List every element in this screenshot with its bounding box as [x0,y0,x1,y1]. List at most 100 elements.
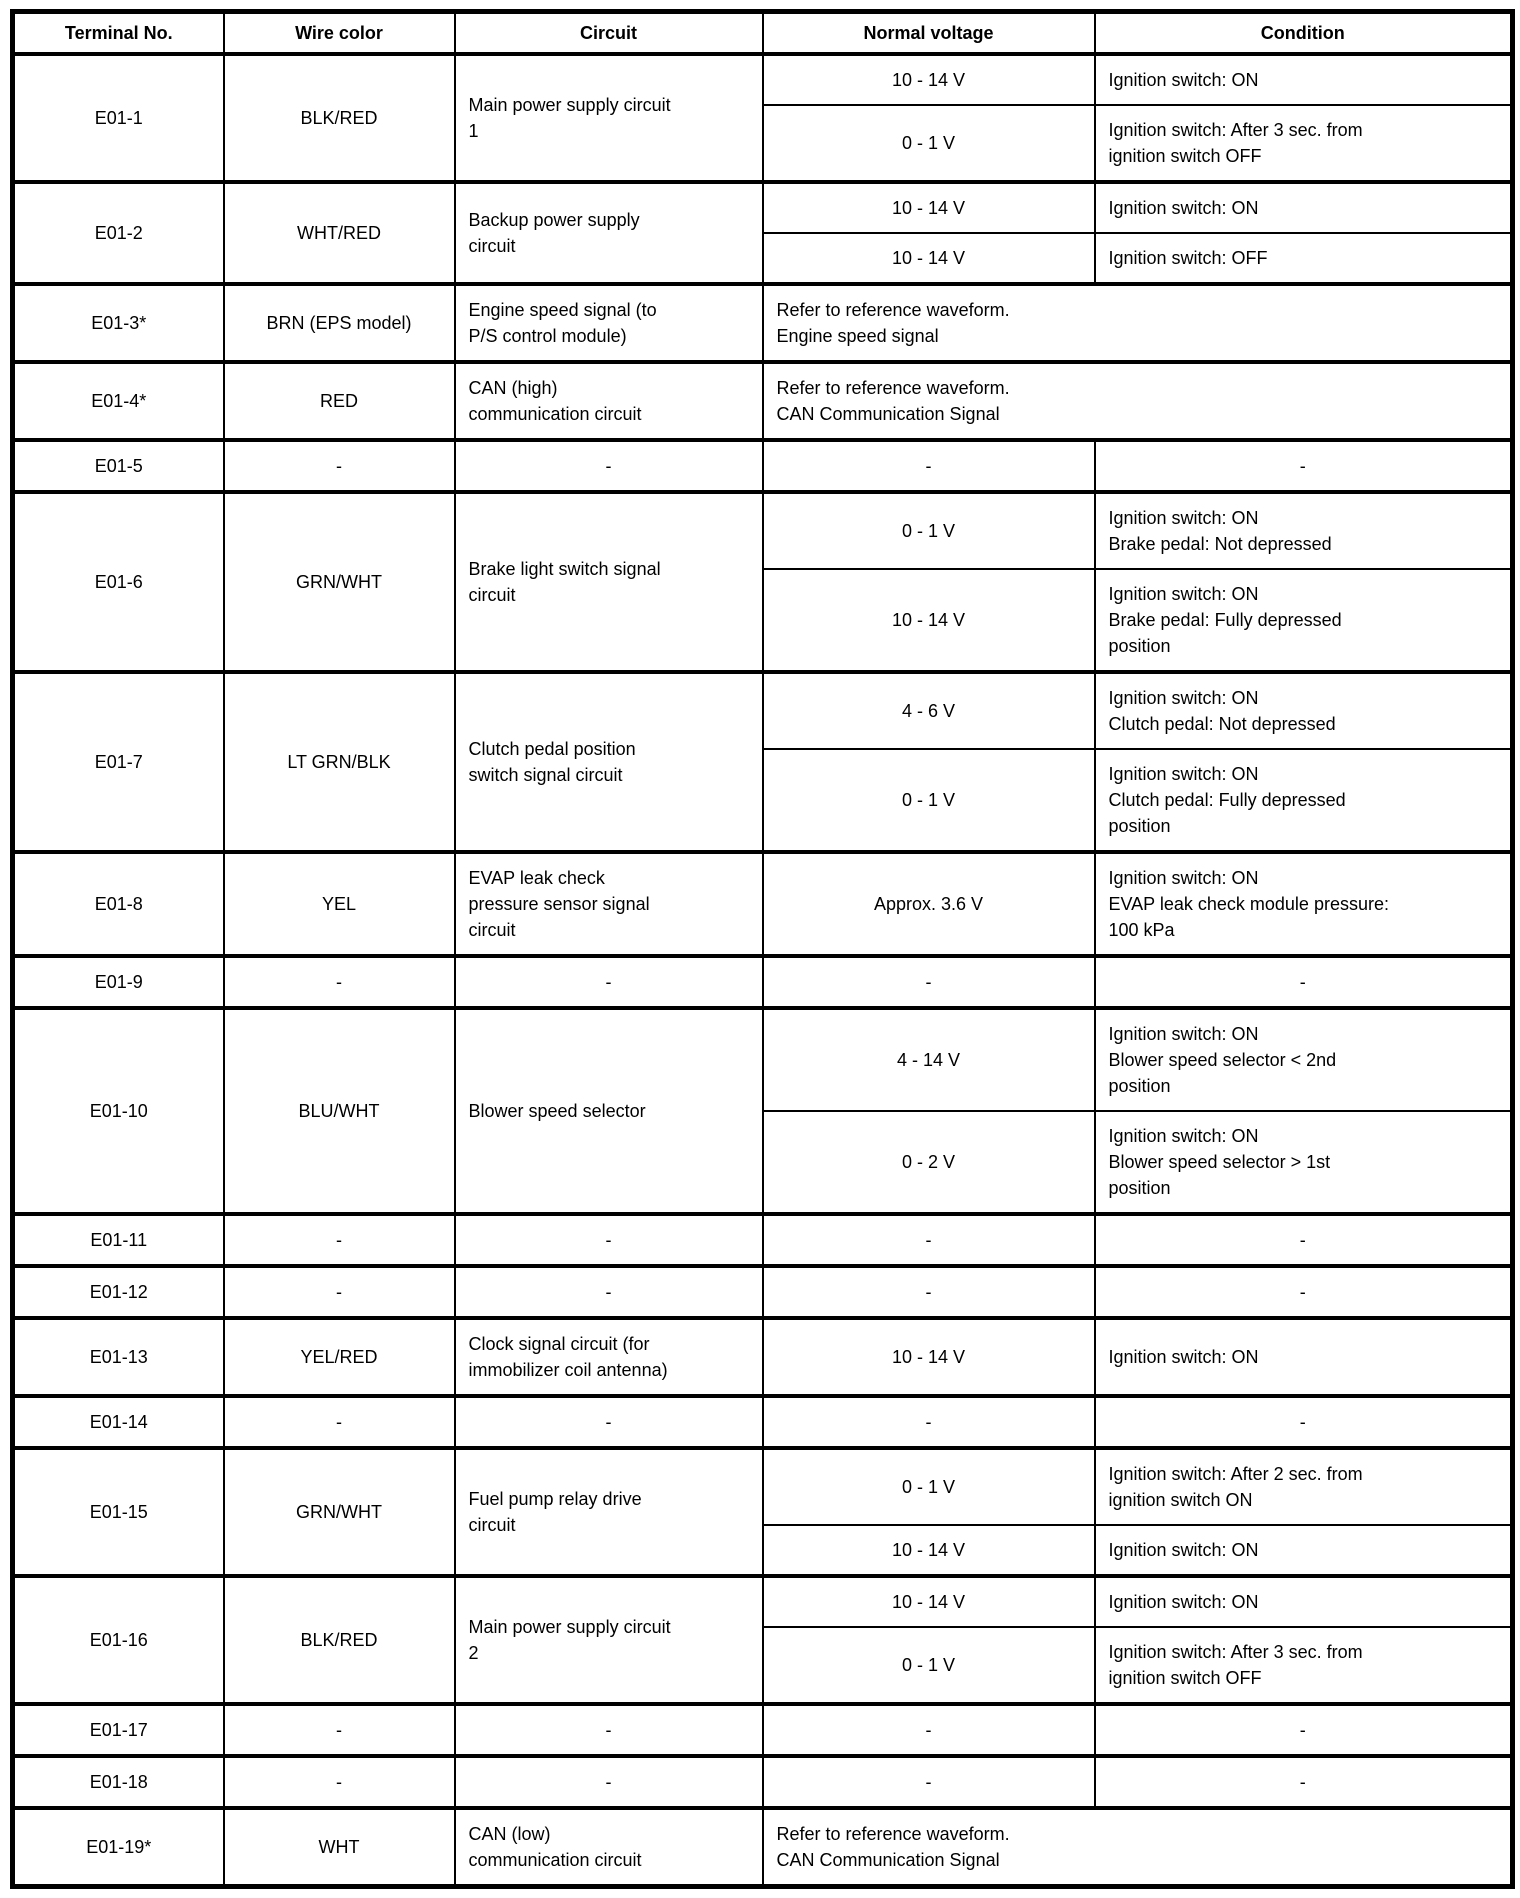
condition-cell: - [1093,953,1514,1009]
condition-cell: - [1093,1263,1514,1319]
column-header-wire-color: Wire color [222,10,456,56]
terminal-voltage-table: Terminal No. Wire color Circuit Normal volt… [10,9,1515,1889]
normal-voltage-cell: - [761,437,1096,493]
wire-color-cell: BRN (EPS model) [222,281,456,363]
wire-color-cell: GRN/WHT [222,1445,456,1577]
terminal-cell: E01-14 [11,1393,225,1449]
terminal-cell: E01-10 [11,1005,225,1215]
normal-voltage-cell: 10 - 14 V [761,179,1096,234]
column-header-normal-voltage: Normal voltage [761,10,1096,56]
circuit-cell: - [453,953,764,1009]
normal-voltage-cell: - [761,1263,1096,1319]
condition-cell: - [1093,1701,1514,1757]
condition-cell: - [1093,1753,1514,1809]
condition-cell: Ignition switch: ON Brake pedal: Not dep… [1093,489,1514,570]
condition-cell: Ignition switch: ON Brake pedal: Fully d… [1093,567,1514,673]
table-row-e01-14: E01-14- - - - [11,1393,1514,1449]
condition-cell: Ignition switch: ON [1093,1315,1514,1397]
table-row-e01-1: 0 - 1 V Ignition switch: After 3 sec. fro… [13,103,1514,183]
table-row-e01-8: E01-8 YEL EVAP leak check pressure sensor … [11,849,1514,957]
table-row-e01-2: E01-2 WHT/RED Backup power supply circuit 1… [11,179,1514,285]
wire-color-cell: - [222,437,456,493]
normal-voltage-cell: - [761,1393,1096,1449]
condition-cell: Ignition switch: After 3 sec. from ignit… [1093,103,1514,183]
table-row-e01-19: E01-19* WHT CAN (low) communication circui… [11,1805,1514,1887]
terminal-cell: E01-6 [11,489,225,673]
table-row-e01-13: E01-13 YEL/RED Clock signal circuit (for i… [11,1315,1514,1397]
normal-voltage-cell: 0 - 1 V [761,1445,1096,1526]
table-row-e01-7: 0 - 1 V Ignition switch: ON Clutch pedal:… [13,747,1514,853]
circuit-cell: Brake light switch signal circuit [453,489,764,673]
condition-cell: - [1093,1393,1514,1449]
table-row-e01-17: E01-17- - - - [11,1701,1514,1757]
normal-voltage-cell: 4 - 6 V [761,669,1096,750]
wire-color-cell: - [222,1211,456,1267]
normal-voltage-cell: - [761,1211,1096,1267]
terminal-cell: E01-7 [11,669,225,853]
normal-voltage-cell: - [761,953,1096,1009]
normal-voltage-cell: 0 - 1 V [761,747,1096,853]
table-row-e01-5: E01-5- - - - [11,437,1514,493]
terminal-cell: E01-5 [11,437,225,493]
normal-voltage-cell: - [761,1753,1096,1809]
condition-cell: Ignition switch: ON EVAP leak check modu… [1093,849,1514,957]
wire-color-cell: LT GRN/BLK [222,669,456,853]
terminal-cell: E01-18 [11,1753,225,1809]
circuit-cell: Main power supply circuit 2 [453,1573,764,1705]
table-row-e01-11: E01-11- - - - [11,1211,1514,1267]
table-row-e01-10: 0 - 2 V Ignition switch: ON Blower speed … [13,1109,1514,1215]
wire-color-cell: YEL [222,849,456,957]
normal-voltage-cell: 0 - 1 V [761,103,1096,183]
condition-cell: Ignition switch: ON Blower speed selecto… [1093,1005,1514,1112]
circuit-cell: - [453,1393,764,1449]
normal-voltage-cell: 10 - 14 V [761,51,1096,106]
circuit-cell: CAN (low) communication circuit [453,1805,764,1887]
condition-cell: Ignition switch: ON [1093,179,1514,234]
condition-cell: Ignition switch: ON Clutch pedal: Fully … [1093,747,1514,853]
circuit-cell: CAN (high) communication circuit [453,359,764,441]
wire-color-cell: BLU/WHT [222,1005,456,1215]
column-header-condition: Condition [1093,10,1514,56]
terminal-cell: E01-17 [11,1701,225,1757]
terminal-cell: E01-19* [11,1805,225,1887]
table-row-e01-3: E01-3* BRN (EPS model) Engine speed signal… [11,281,1514,363]
wire-color-cell: BLK/RED [222,51,456,183]
terminal-cell: E01-4* [11,359,225,441]
waveform-reference-cell: Refer to reference waveform. CAN Communi… [761,1805,1514,1887]
table-row-e01-4: E01-4* RED CAN (high) communication circui… [11,359,1514,441]
table-row-e01-12: E01-12- - - - [11,1263,1514,1319]
wire-color-cell: - [222,1393,456,1449]
normal-voltage-cell: 10 - 14 V [761,1315,1096,1397]
terminal-cell: E01-2 [11,179,225,285]
circuit-cell: EVAP leak check pressure sensor signal c… [453,849,764,957]
circuit-cell: - [453,437,764,493]
condition-cell: - [1093,437,1514,493]
circuit-cell: - [453,1263,764,1319]
terminal-cell: E01-11 [11,1211,225,1267]
wire-color-cell: YEL/RED [222,1315,456,1397]
wire-color-cell: WHT/RED [222,179,456,285]
circuit-cell: - [453,1211,764,1267]
condition-cell: Ignition switch: ON Clutch pedal: Not de… [1093,669,1514,750]
condition-cell: Ignition switch: After 2 sec. from ignit… [1093,1445,1514,1526]
column-header-terminal-no: Terminal No. [11,10,225,56]
normal-voltage-cell: 4 - 14 V [761,1005,1096,1112]
circuit-cell: Clock signal circuit (for immobilizer co… [453,1315,764,1397]
terminal-cell: E01-12 [11,1263,225,1319]
terminal-cell: E01-3* [11,281,225,363]
table-row-e01-15: 10 - 14 V Ignition switch: ON [13,1523,1514,1577]
wire-color-cell: - [222,953,456,1009]
terminal-cell: E01-13 [11,1315,225,1397]
table-row-e01-16: 0 - 1 V Ignition switch: After 3 sec. fro… [13,1625,1514,1705]
normal-voltage-cell: 10 - 14 V [761,231,1096,285]
circuit-cell: Backup power supply circuit [453,179,764,285]
wire-color-cell: GRN/WHT [222,489,456,673]
normal-voltage-cell: Approx. 3.6 V [761,849,1096,957]
terminal-cell: E01-15 [11,1445,225,1577]
wire-color-cell: - [222,1753,456,1809]
table-row-e01-6: E01-6 GRN/WHT Brake light switch signal ci… [11,489,1514,673]
normal-voltage-cell: 0 - 1 V [761,489,1096,570]
wire-color-cell: - [222,1701,456,1757]
circuit-cell: Fuel pump relay drive circuit [453,1445,764,1577]
